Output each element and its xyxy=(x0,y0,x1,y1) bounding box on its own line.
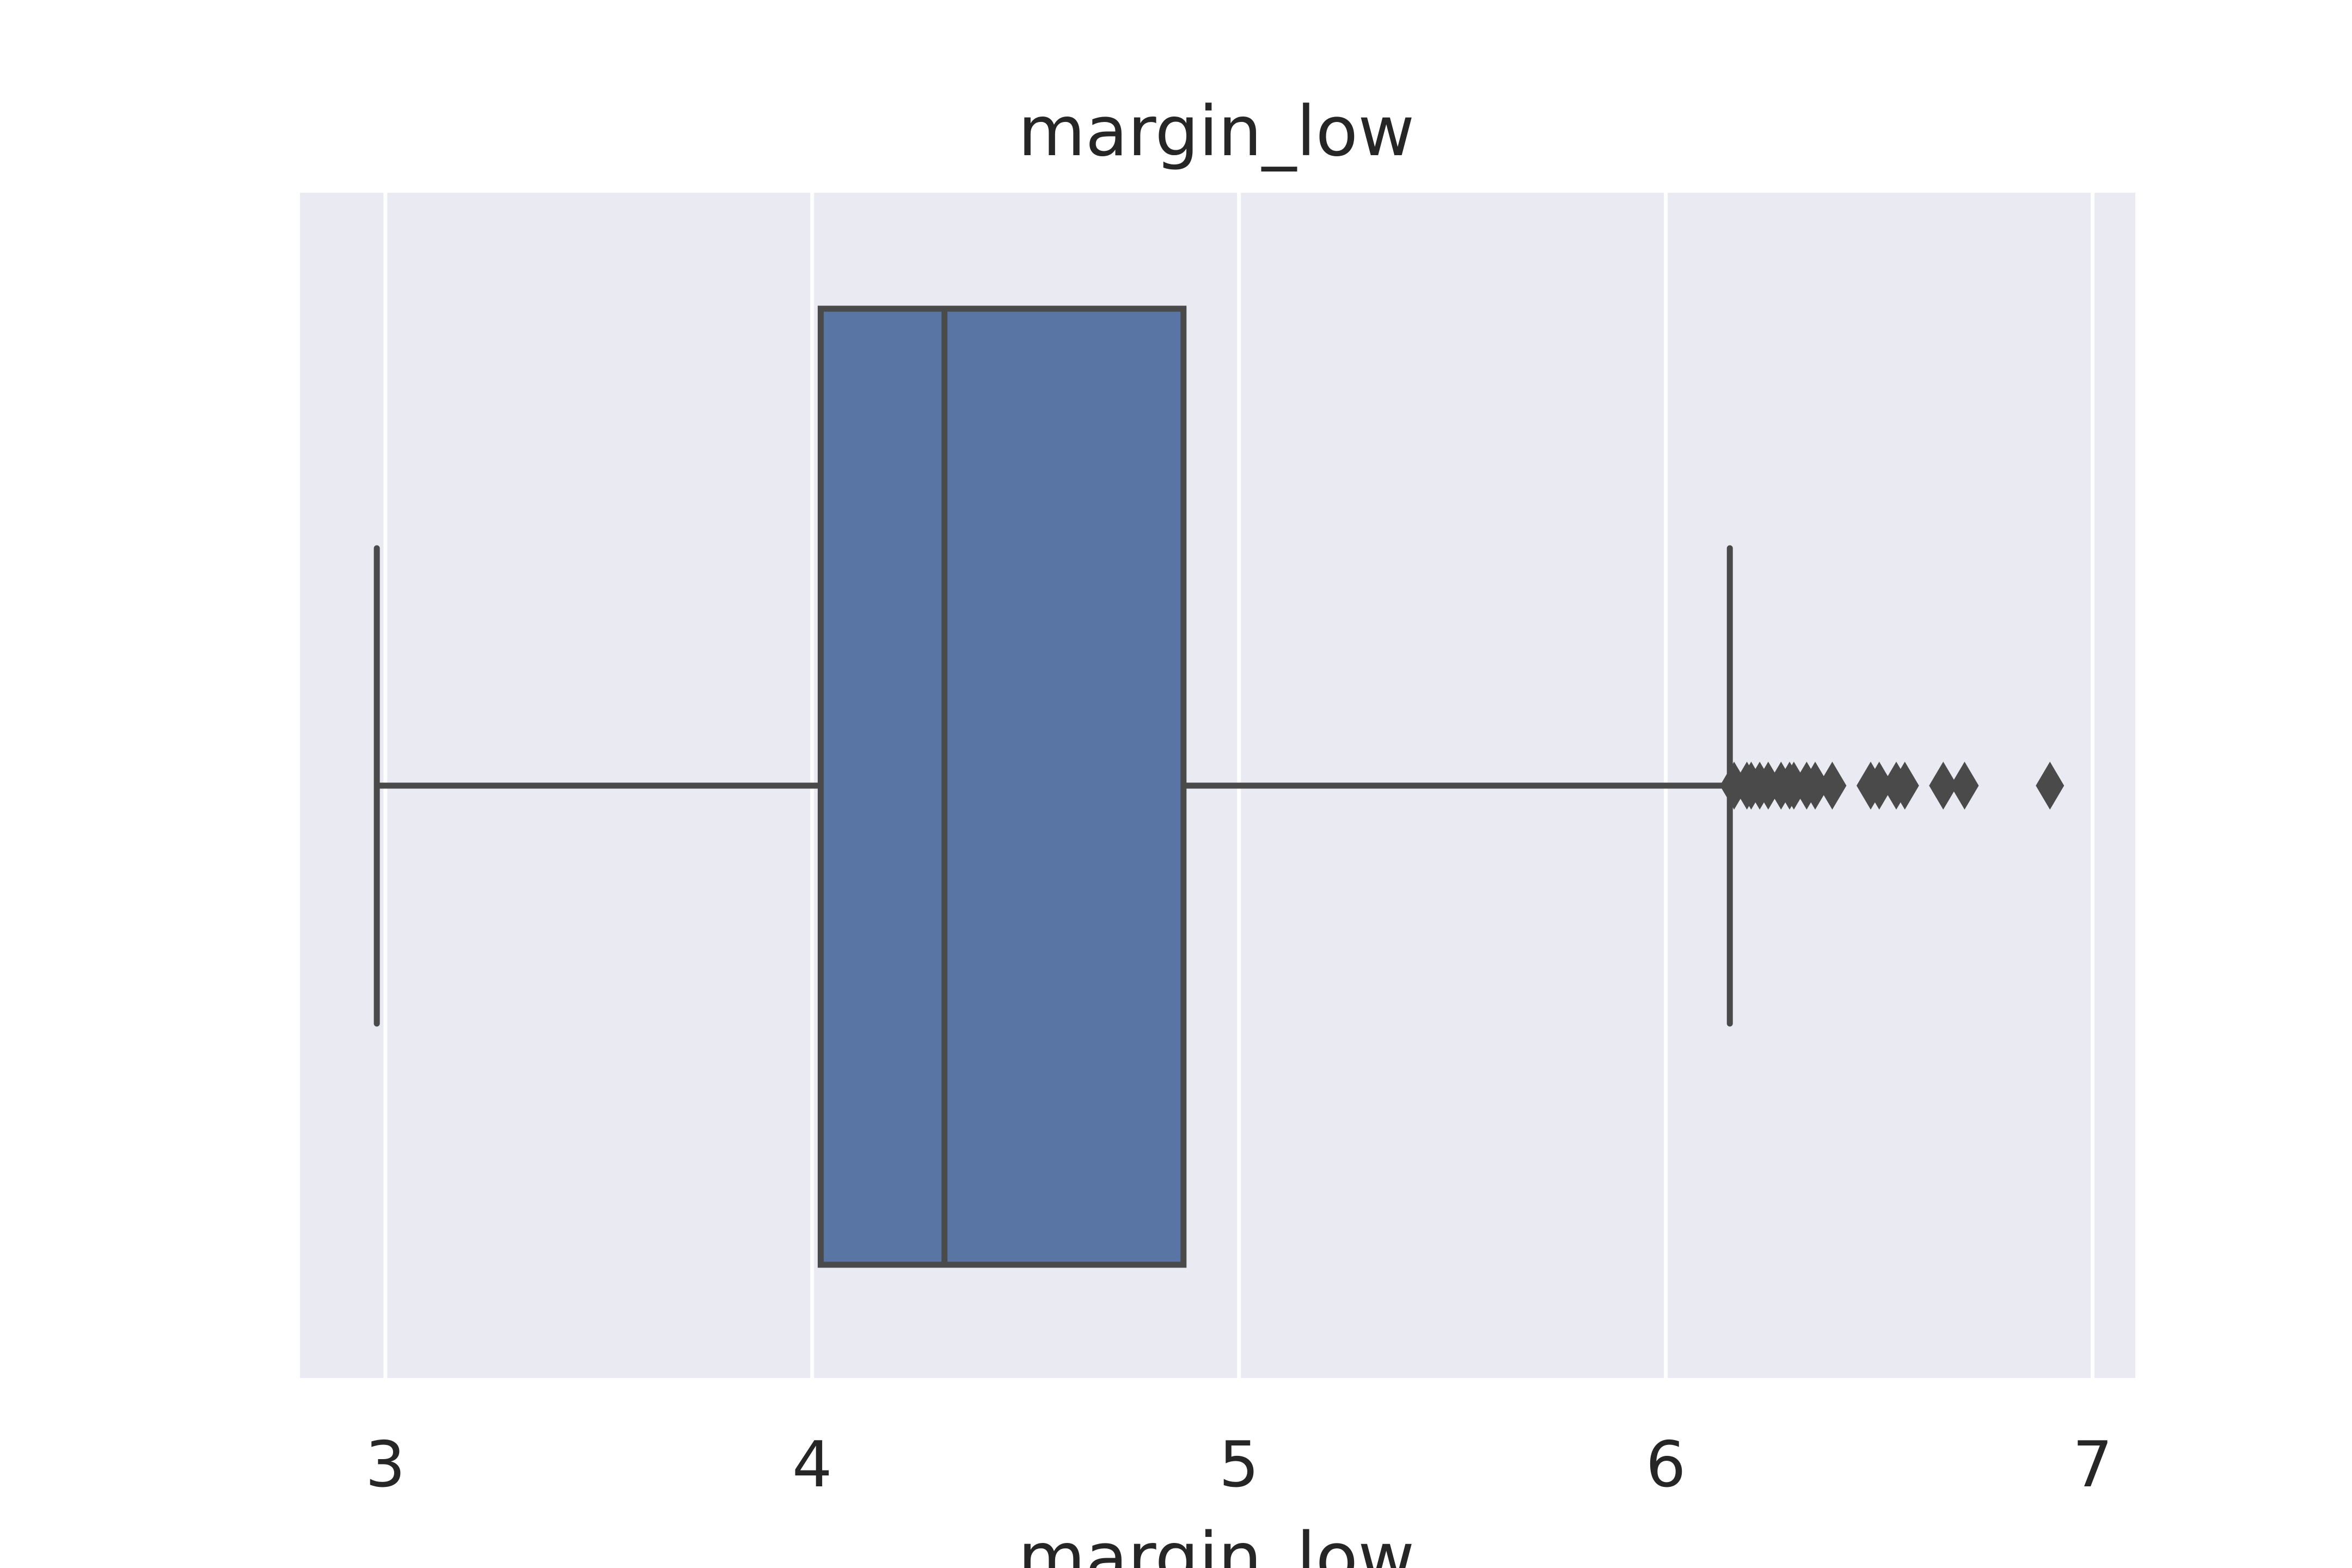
outlier-point xyxy=(1801,762,1830,810)
x-tick-label: 3 xyxy=(365,1428,406,1502)
x-axis-label: margin_low xyxy=(1018,1517,1414,1568)
outlier-point xyxy=(1929,762,1958,810)
x-tick-label: 5 xyxy=(1219,1428,1259,1502)
x-tick-label: 6 xyxy=(1646,1428,1686,1502)
outlier-point xyxy=(1818,762,1847,810)
outlier-points xyxy=(1720,762,2065,810)
x-tick-label: 4 xyxy=(792,1428,832,1502)
outlier-point xyxy=(1865,762,1894,810)
outlier-point xyxy=(1890,762,1919,810)
box-plot xyxy=(373,305,1733,1268)
outlier-point xyxy=(1950,762,1979,810)
x-tick-label: 7 xyxy=(2073,1428,2113,1502)
outlier-point xyxy=(2036,762,2065,810)
interquartile-box xyxy=(817,305,1187,1268)
x-axis-ticks: 3 4 5 6 7 xyxy=(365,1428,2113,1502)
chart-title: margin_low xyxy=(1018,91,1414,171)
